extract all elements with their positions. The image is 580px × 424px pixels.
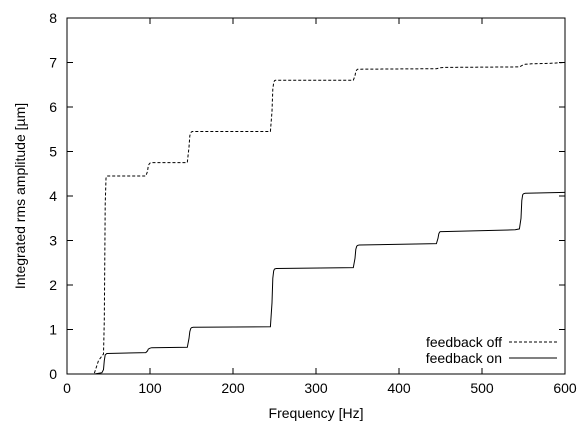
plot-frame [66,17,566,375]
y-tick-label: 1 [49,322,57,338]
y-tick-label: 3 [49,233,57,249]
x-axis-title: Frequency [Hz] [269,405,364,421]
y-tick-label: 7 [49,55,57,71]
series-line-feedback-on [94,191,566,375]
y-tick-label: 8 [49,10,57,26]
y-tick-label: 6 [49,99,57,115]
x-tick-label: 200 [221,380,245,396]
y-tick-label: 0 [49,366,57,382]
x-tick-label: 600 [553,380,577,396]
series-layer [93,62,566,375]
y-tick-label: 5 [49,144,57,160]
y-tick-label: 2 [49,277,57,293]
x-tick-label: 500 [470,380,494,396]
axis-ticks: 0 100 200 300 400 500 600 0 1 2 3 4 5 6 7 8 [49,10,577,396]
y-tick-label: 4 [49,188,57,204]
series-line-feedback-off [93,62,566,374]
x-tick-label: 0 [63,380,71,396]
legend-label: feedback off [426,334,502,350]
x-tick-label: 400 [387,380,411,396]
x-tick-label: 100 [138,380,162,396]
legend-label: feedback on [426,350,502,366]
x-tick-label: 300 [304,380,328,396]
y-axis-title: Integrated rms amplitude [µm] [12,103,28,289]
